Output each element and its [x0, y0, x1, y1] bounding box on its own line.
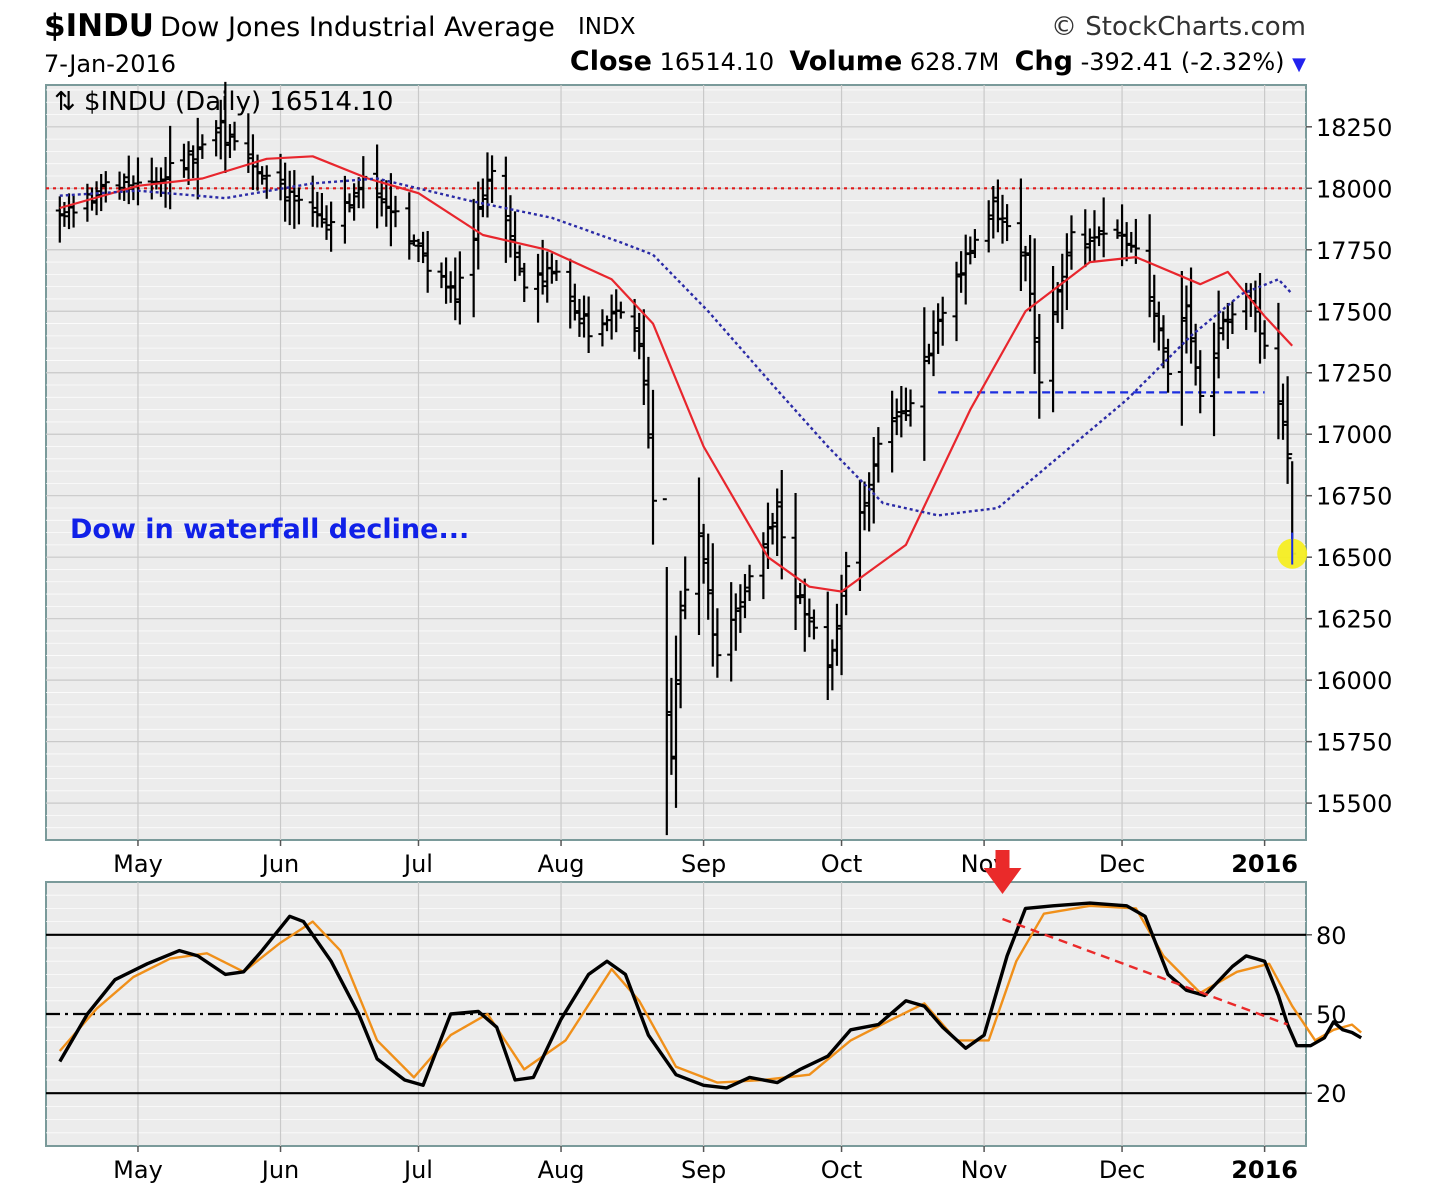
x-tick-label: May: [113, 1156, 163, 1184]
y-tick-label: 16750: [1316, 483, 1392, 511]
y-tick-label: 80: [1316, 922, 1347, 950]
stochastic-trendline: [1002, 917, 1289, 1026]
y-tick-label: 16250: [1316, 606, 1392, 634]
change-label: Chg: [1014, 46, 1073, 77]
y-tick-label: 18250: [1316, 114, 1392, 142]
x-tick-label: Oct: [821, 850, 863, 878]
y-tick-label: 15500: [1316, 790, 1392, 818]
x-tick-label: Sep: [681, 1156, 726, 1184]
y-tick-label: 16500: [1316, 544, 1392, 572]
symbol: $INDU: [44, 8, 154, 44]
signal-arrow-icon: [983, 850, 1022, 894]
chart-annotation: Dow in waterfall decline...: [70, 514, 469, 545]
close-value: 16514.10: [659, 48, 775, 76]
stochastic-fast-line: [58, 901, 1363, 1090]
x-tick-label: Aug: [538, 1156, 585, 1184]
stats-line: Close 16514.10 Volume 628.7M Chg -392.41…: [570, 46, 1306, 77]
x-tick-label: Jun: [260, 1156, 300, 1184]
price-panel-title: ⇅ $INDU (Daily) 16514.10: [54, 87, 393, 117]
x-tick-label: 2016: [1231, 1156, 1298, 1184]
price-panel: 15500 15750 16000 16250 16500 16750 17000 17250…: [45, 81, 1392, 878]
x-tick-label: Jul: [402, 1156, 433, 1184]
x-tick-label: Jul: [402, 850, 433, 878]
x-tick-label: Dec: [1099, 1156, 1145, 1184]
brand-label: © StockCharts.com: [1050, 12, 1306, 42]
y-tick-label: 17000: [1316, 421, 1392, 449]
y-tick-label: 15750: [1316, 729, 1392, 757]
exchange-label: INDX: [578, 14, 636, 40]
x-tick-label: Sep: [681, 850, 726, 878]
chart-date: 7-Jan-2016: [44, 50, 176, 78]
down-arrow-icon: ▼: [1292, 54, 1306, 75]
y-tick-label: 17750: [1316, 237, 1392, 265]
volume-label: Volume: [789, 46, 903, 77]
y-tick-label: 18000: [1316, 175, 1392, 203]
close-label: Close: [569, 46, 652, 77]
fast-moving-average-line: [59, 155, 1294, 593]
x-tick-label: 2016: [1231, 850, 1298, 878]
y-tick-label: 17250: [1316, 360, 1392, 388]
x-tick-label: Jun: [260, 850, 300, 878]
security-name: Dow Jones Industrial Average: [160, 12, 555, 43]
y-tick-label: 16000: [1316, 667, 1392, 695]
change-value: -392.41 (-2.32%): [1080, 48, 1285, 76]
x-tick-label: May: [113, 850, 163, 878]
x-tick-label: Dec: [1099, 850, 1145, 878]
y-tick-label: 17500: [1316, 298, 1392, 326]
x-tick-label: Oct: [821, 1156, 863, 1184]
slow-moving-average-line: [59, 177, 1294, 517]
volume-value: 628.7M: [909, 48, 1000, 76]
x-tick-label: Aug: [538, 850, 585, 878]
x-tick-label: Nov: [961, 1156, 1008, 1184]
y-tick-label: 20: [1316, 1080, 1347, 1108]
